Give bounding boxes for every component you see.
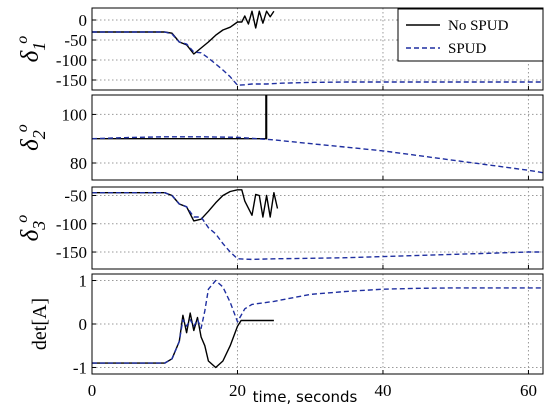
y-tick-label: -100 xyxy=(56,215,87,234)
y-axis-label: δ2o xyxy=(14,124,49,151)
x-tick-label: 40 xyxy=(374,381,391,400)
y-tick-label: -1 xyxy=(73,358,87,377)
y-tick-label: -150 xyxy=(56,71,87,90)
legend: No SPUD SPUD xyxy=(397,8,544,62)
axes-frame xyxy=(91,186,544,270)
y-axis-label: δ3o xyxy=(14,215,49,242)
x-tick-label: 60 xyxy=(520,381,537,400)
series-line-spud xyxy=(92,136,543,174)
y-tick-label: -100 xyxy=(56,51,87,70)
series-line-spud xyxy=(92,191,543,261)
y-axis-label: δ1o xyxy=(14,36,49,63)
series-line-no-spud xyxy=(92,95,268,140)
x-axis-label: time, seconds xyxy=(253,388,358,406)
series-line-spud xyxy=(92,279,543,364)
legend-entry: SPUD xyxy=(448,41,487,57)
y-tick-label: -150 xyxy=(56,243,87,262)
y-tick-label: 80 xyxy=(70,154,87,173)
y-axis-label: det[A] xyxy=(29,298,51,350)
y-tick-label: 1 xyxy=(79,272,88,291)
x-tick-label: 0 xyxy=(88,381,97,400)
y-tick-label: -50 xyxy=(64,186,87,205)
y-tick-label: 0 xyxy=(79,11,88,30)
series-line-spud xyxy=(92,31,543,86)
axes-frame xyxy=(91,94,544,181)
panel-3: -50 -100 -150 δ3o xyxy=(14,186,544,270)
series-line-no-spud xyxy=(92,10,275,55)
panel-1: 0-50-100-150 δ1o No SPUD SPUD xyxy=(14,7,544,91)
y-tick-label: -50 xyxy=(64,31,87,50)
panel-2: 100 80 δ2o xyxy=(14,94,544,181)
series-line-no-spud xyxy=(92,189,279,222)
x-tick-label: 20 xyxy=(229,381,246,400)
y-tick-label: 100 xyxy=(62,105,88,124)
legend-entry: No SPUD xyxy=(448,18,509,34)
y-tick-label: 0 xyxy=(79,315,88,334)
legend-box xyxy=(397,8,544,62)
